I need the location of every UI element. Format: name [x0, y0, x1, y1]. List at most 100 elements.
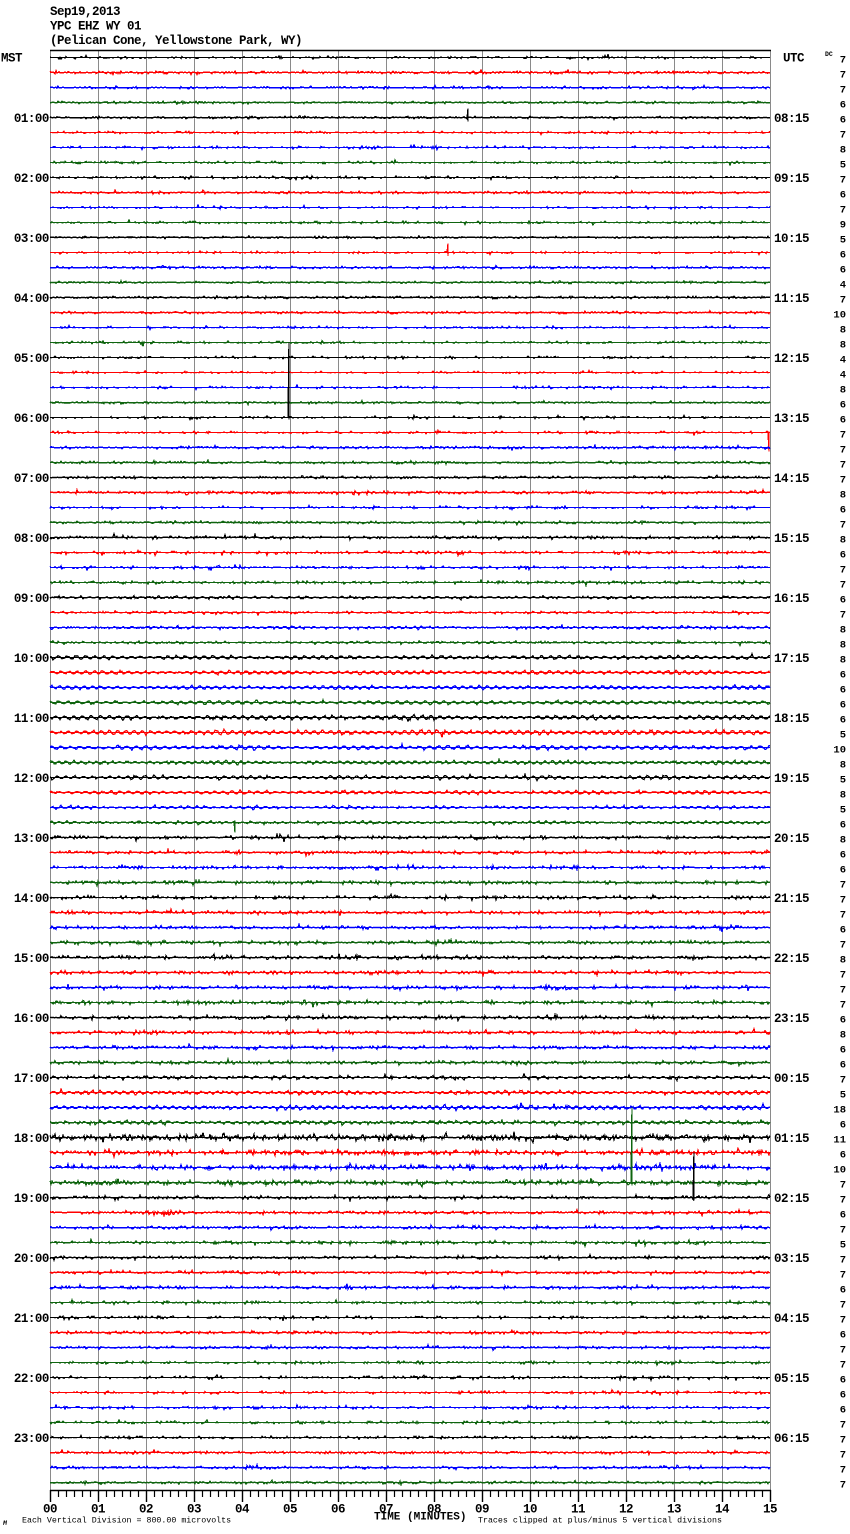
- svg-text:7: 7: [840, 580, 846, 592]
- svg-text:6: 6: [840, 850, 846, 862]
- svg-text:5: 5: [840, 235, 846, 247]
- svg-text:6: 6: [840, 1060, 846, 1072]
- svg-text:7: 7: [840, 295, 846, 307]
- svg-text:02:15: 02:15: [774, 1192, 809, 1206]
- svg-text:8: 8: [840, 955, 846, 967]
- svg-text:6: 6: [840, 505, 846, 517]
- svg-text:7: 7: [840, 1270, 846, 1282]
- svg-text:06: 06: [331, 1503, 345, 1517]
- svg-text:04:15: 04:15: [774, 1312, 809, 1326]
- svg-text:05:00: 05:00: [14, 352, 49, 366]
- svg-text:14: 14: [715, 1503, 730, 1517]
- svg-text:14:15: 14:15: [774, 472, 809, 486]
- svg-text:06:15: 06:15: [774, 1432, 809, 1446]
- svg-text:Traces clipped at plus/minus 5: Traces clipped at plus/minus 5 vertical …: [478, 1516, 722, 1526]
- svg-text:5: 5: [840, 805, 846, 817]
- svg-text:15:00: 15:00: [14, 952, 49, 966]
- svg-text:6: 6: [840, 715, 846, 727]
- svg-text:6: 6: [840, 1015, 846, 1027]
- svg-text:8: 8: [840, 340, 846, 352]
- svg-text:7: 7: [840, 430, 846, 442]
- svg-text:4: 4: [840, 370, 846, 382]
- svg-text:6: 6: [840, 925, 846, 937]
- svg-text:5: 5: [840, 775, 846, 787]
- svg-text:7: 7: [840, 1450, 846, 1462]
- svg-text:7: 7: [840, 70, 846, 82]
- svg-text:20:15: 20:15: [774, 832, 809, 846]
- svg-text:6: 6: [840, 1405, 846, 1417]
- svg-text:5: 5: [840, 1240, 846, 1252]
- svg-text:8: 8: [840, 490, 846, 502]
- svg-text:00:15: 00:15: [774, 1072, 809, 1086]
- svg-text:14:00: 14:00: [14, 892, 49, 906]
- svg-text:02: 02: [139, 1503, 153, 1517]
- svg-text:03: 03: [187, 1503, 201, 1517]
- svg-text:7: 7: [840, 1435, 846, 1447]
- svg-text:TIME (MINUTES): TIME (MINUTES): [374, 1512, 466, 1524]
- svg-text:02:00: 02:00: [14, 172, 49, 186]
- svg-text:7: 7: [840, 1180, 846, 1192]
- svg-text:6: 6: [840, 1330, 846, 1342]
- svg-text:5: 5: [840, 160, 846, 172]
- svg-text:01: 01: [91, 1503, 105, 1517]
- svg-text:12:15: 12:15: [774, 352, 809, 366]
- svg-text:7: 7: [840, 1360, 846, 1372]
- svg-text:7: 7: [840, 1465, 846, 1477]
- svg-text:08:00: 08:00: [14, 532, 49, 546]
- svg-text:13: 13: [667, 1503, 681, 1517]
- svg-text:9: 9: [840, 220, 846, 232]
- svg-text:7: 7: [840, 1000, 846, 1012]
- svg-text:7: 7: [840, 940, 846, 952]
- svg-text:7: 7: [840, 475, 846, 487]
- svg-text:05:15: 05:15: [774, 1372, 809, 1386]
- svg-text:17:00: 17:00: [14, 1072, 49, 1086]
- svg-text:6: 6: [840, 700, 846, 712]
- svg-text:Sep19,2013: Sep19,2013: [50, 5, 120, 19]
- svg-text:15: 15: [763, 1503, 777, 1517]
- svg-text:09: 09: [475, 1503, 489, 1517]
- svg-text:21:00: 21:00: [14, 1312, 49, 1326]
- svg-text:18:00: 18:00: [14, 1132, 49, 1146]
- svg-text:7: 7: [840, 130, 846, 142]
- svg-text:12: 12: [619, 1503, 633, 1517]
- svg-text:06:00: 06:00: [14, 412, 49, 426]
- svg-text:7: 7: [840, 985, 846, 997]
- svg-text:8: 8: [840, 835, 846, 847]
- svg-text:7: 7: [840, 175, 846, 187]
- svg-text:01:15: 01:15: [774, 1132, 809, 1146]
- svg-text:7: 7: [840, 460, 846, 472]
- svg-text:6: 6: [840, 1045, 846, 1057]
- svg-text:7: 7: [840, 85, 846, 97]
- svg-text:7: 7: [840, 205, 846, 217]
- svg-text:19:00: 19:00: [14, 1192, 49, 1206]
- svg-text:6: 6: [840, 415, 846, 427]
- svg-text:YPC EHZ WY 01: YPC EHZ WY 01: [50, 20, 141, 34]
- svg-text:10:15: 10:15: [774, 232, 809, 246]
- svg-text:M: M: [2, 1520, 8, 1527]
- svg-text:09:15: 09:15: [774, 172, 809, 186]
- svg-text:07:00: 07:00: [14, 472, 49, 486]
- svg-text:03:15: 03:15: [774, 1252, 809, 1266]
- svg-text:11:00: 11:00: [14, 712, 49, 726]
- svg-text:6: 6: [840, 400, 846, 412]
- svg-text:8: 8: [840, 790, 846, 802]
- svg-text:11: 11: [833, 1135, 846, 1147]
- svg-text:7: 7: [840, 520, 846, 532]
- svg-text:6: 6: [840, 1375, 846, 1387]
- svg-text:08: 08: [427, 1503, 441, 1517]
- svg-text:7: 7: [840, 1075, 846, 1087]
- svg-text:MST: MST: [1, 52, 23, 66]
- svg-text:UTC: UTC: [783, 52, 805, 66]
- svg-text:8: 8: [840, 655, 846, 667]
- svg-text:6: 6: [840, 1210, 846, 1222]
- svg-text:10: 10: [523, 1503, 537, 1517]
- svg-text:18:15: 18:15: [774, 712, 809, 726]
- svg-text:8: 8: [840, 625, 846, 637]
- svg-text:8: 8: [840, 385, 846, 397]
- svg-text:10: 10: [833, 310, 846, 322]
- svg-text:7: 7: [840, 895, 846, 907]
- svg-text:7: 7: [840, 1345, 846, 1357]
- svg-text:6: 6: [840, 1390, 846, 1402]
- svg-text:6: 6: [840, 100, 846, 112]
- svg-text:6: 6: [840, 1120, 846, 1132]
